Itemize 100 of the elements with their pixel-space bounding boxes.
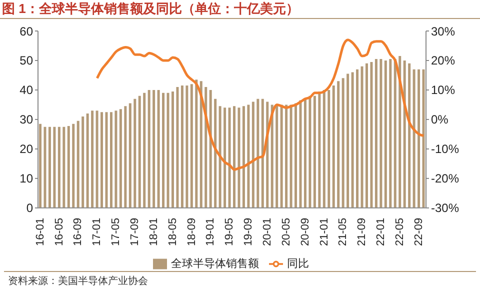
bar bbox=[360, 66, 364, 208]
bar bbox=[374, 59, 378, 208]
bar bbox=[389, 59, 392, 208]
x-tick-label: 17-05 bbox=[110, 218, 122, 246]
bar bbox=[195, 80, 198, 208]
bar bbox=[351, 72, 354, 208]
bar bbox=[224, 108, 226, 208]
x-tick-label: 21-05 bbox=[337, 218, 350, 246]
y2-tick-label: -30% bbox=[431, 201, 460, 216]
bar bbox=[134, 98, 136, 208]
y-tick-label: 60 bbox=[20, 24, 34, 38]
bar bbox=[91, 110, 94, 208]
bar bbox=[86, 114, 89, 208]
y-tick-label: 40 bbox=[20, 83, 34, 98]
bar bbox=[105, 112, 108, 208]
bar bbox=[313, 96, 316, 208]
bar bbox=[380, 59, 382, 208]
bar bbox=[166, 92, 170, 208]
bar bbox=[96, 110, 98, 208]
x-tick-label: 22-05 bbox=[394, 218, 406, 246]
bar bbox=[114, 110, 118, 208]
bar bbox=[128, 103, 132, 208]
line-series bbox=[96, 38, 425, 171]
y2-tick-label: 20% bbox=[431, 54, 456, 68]
bar bbox=[218, 106, 222, 208]
bar bbox=[171, 91, 174, 208]
bar bbox=[403, 60, 406, 208]
x-tick-label: 18-05 bbox=[166, 218, 179, 246]
bar bbox=[124, 106, 127, 208]
bar bbox=[256, 98, 260, 208]
bar bbox=[337, 81, 340, 208]
bar bbox=[394, 59, 396, 208]
bar bbox=[176, 87, 179, 208]
bar bbox=[214, 98, 217, 208]
bar bbox=[200, 81, 202, 208]
y2-tick-label: 10% bbox=[431, 83, 456, 98]
bar bbox=[342, 78, 344, 208]
x-tick-label: 16-05 bbox=[53, 218, 66, 246]
bar bbox=[261, 98, 264, 208]
bar bbox=[76, 120, 80, 208]
x-tick-label: 20-09 bbox=[299, 218, 312, 246]
x-tick-label: 18-01 bbox=[148, 218, 160, 246]
x-tick-label: 18-09 bbox=[186, 218, 198, 246]
bar bbox=[294, 103, 298, 208]
bar bbox=[228, 108, 231, 208]
bar bbox=[356, 69, 359, 208]
y-tick-label: 20 bbox=[20, 142, 34, 156]
text: 资料来源：美国半导体产业协会 bbox=[4, 271, 476, 290]
bar bbox=[62, 126, 66, 208]
bar bbox=[285, 104, 288, 208]
bar bbox=[318, 91, 321, 208]
x-tick-label: 19-05 bbox=[224, 218, 236, 246]
bar bbox=[53, 126, 56, 208]
legend-label: 同比 bbox=[287, 258, 309, 270]
y-tick-label: 0 bbox=[26, 201, 34, 216]
bar bbox=[82, 116, 84, 208]
bar bbox=[242, 106, 245, 208]
x-tick-label: 20-01 bbox=[261, 218, 274, 246]
bar bbox=[280, 104, 283, 208]
bar bbox=[346, 74, 350, 208]
bar bbox=[276, 104, 278, 208]
chart-title: 图 1：全球半导体销售额及同比（单位：十亿美元） bbox=[0, 0, 480, 19]
bar bbox=[110, 112, 112, 208]
bar bbox=[143, 92, 146, 208]
bar bbox=[72, 124, 75, 208]
bar bbox=[58, 126, 60, 208]
bar bbox=[204, 87, 208, 208]
bar bbox=[422, 69, 425, 208]
x-tick-label: 22-09 bbox=[412, 218, 425, 246]
bar bbox=[39, 124, 42, 208]
bar bbox=[138, 96, 141, 208]
x-tick-label: 16-09 bbox=[72, 218, 84, 246]
bar bbox=[157, 90, 160, 208]
y2-tick-label: -20% bbox=[431, 172, 460, 186]
bar bbox=[67, 126, 70, 208]
bar bbox=[209, 90, 212, 208]
x-tick-label: 17-09 bbox=[129, 218, 141, 246]
bar bbox=[322, 90, 326, 208]
bar bbox=[412, 69, 416, 208]
bar bbox=[152, 90, 156, 208]
bar bbox=[270, 104, 274, 208]
bar bbox=[408, 63, 411, 208]
bar bbox=[332, 86, 335, 208]
x-tick-label: 17-01 bbox=[91, 218, 104, 246]
y2-tick-label: -10% bbox=[431, 142, 460, 156]
bar bbox=[100, 112, 104, 208]
bar bbox=[190, 84, 193, 208]
legend-label: 全球半导体销售额 bbox=[171, 258, 259, 270]
bar bbox=[119, 109, 122, 208]
bar bbox=[328, 90, 330, 208]
x-tick-label: 19-01 bbox=[204, 218, 217, 246]
bar bbox=[48, 126, 51, 208]
bar bbox=[299, 100, 302, 208]
x-tick-label: 22-01 bbox=[375, 218, 388, 246]
bar bbox=[418, 69, 420, 208]
bar bbox=[252, 102, 254, 208]
bar bbox=[398, 56, 402, 208]
bar bbox=[44, 126, 46, 208]
bar bbox=[148, 90, 150, 208]
y2-tick-label: 0% bbox=[431, 112, 449, 127]
